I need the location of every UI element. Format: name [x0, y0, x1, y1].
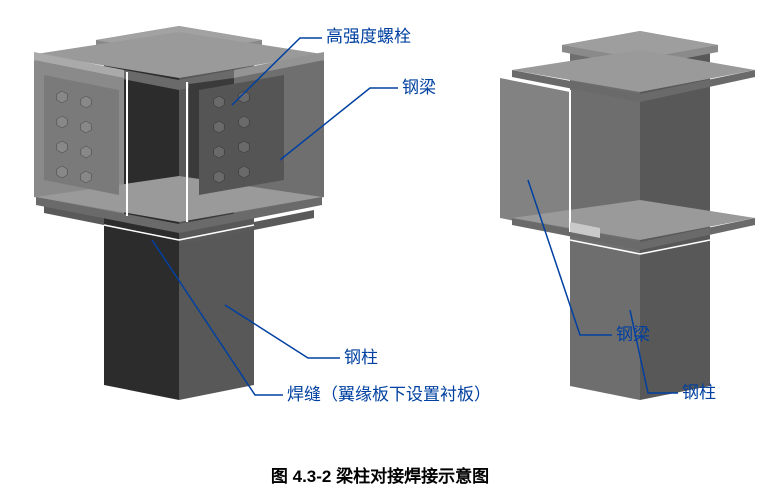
figure-caption: 图 4.3-2 梁柱对接焊接示意图 — [0, 462, 760, 487]
label-beam-left: 钢梁 — [402, 78, 436, 98]
leader-lines — [0, 0, 760, 501]
label-column-right: 钢柱 — [682, 383, 716, 403]
label-bolt: 高强度螺栓 — [326, 27, 411, 47]
label-beam-right: 钢梁 — [616, 325, 650, 345]
figure-stage: 高强度螺栓 钢梁 钢柱 焊缝（翼缘板下设置衬板） 钢梁 钢柱 图 4.3-2 梁… — [0, 0, 760, 501]
label-column-left: 钢柱 — [344, 348, 378, 368]
label-weld: 焊缝（翼缘板下设置衬板） — [287, 385, 491, 405]
